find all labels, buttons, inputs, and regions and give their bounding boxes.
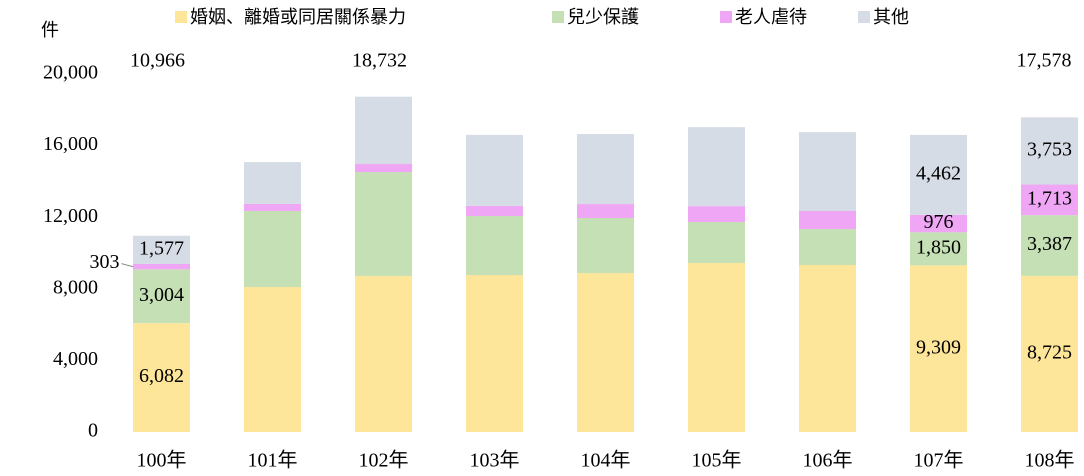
bar-segment bbox=[466, 275, 523, 432]
data-label: 8,725 bbox=[1027, 342, 1072, 364]
legend-swatch bbox=[552, 11, 564, 23]
legend-swatch bbox=[858, 11, 870, 23]
y-tick-label: 12,000 bbox=[43, 205, 98, 227]
legend-label: 其他 bbox=[873, 7, 909, 28]
bar-segment bbox=[133, 323, 190, 432]
bar-segment bbox=[355, 275, 412, 432]
bar-segment bbox=[910, 214, 967, 233]
bar-segment bbox=[466, 134, 523, 206]
bar-segment bbox=[910, 232, 967, 266]
bar-segment bbox=[910, 265, 967, 432]
x-tick-label: 105年 bbox=[692, 449, 742, 472]
x-tick-label: 108年 bbox=[1025, 449, 1075, 472]
data-label: 3,004 bbox=[139, 284, 184, 306]
y-tick-label: 0 bbox=[88, 420, 98, 442]
bar-segment bbox=[1021, 117, 1078, 185]
total-label: 18,732 bbox=[352, 50, 407, 72]
bar-segment bbox=[577, 134, 634, 205]
y-tick-label: 8,000 bbox=[53, 276, 98, 298]
data-label: 976 bbox=[924, 211, 954, 233]
bar-segment bbox=[799, 264, 856, 432]
data-label: 6,082 bbox=[139, 365, 184, 387]
bar-segment bbox=[466, 215, 523, 276]
y-tick-label: 16,000 bbox=[43, 133, 98, 155]
bar-segment bbox=[688, 206, 745, 223]
data-label: 1,713 bbox=[1027, 187, 1072, 209]
bar-segment bbox=[355, 164, 412, 173]
bar-segment bbox=[133, 235, 190, 264]
bar-segment bbox=[133, 269, 190, 324]
data-label: 1,577 bbox=[139, 237, 184, 259]
bar-segment bbox=[910, 134, 967, 215]
bar-segment bbox=[133, 263, 190, 270]
y-axis-unit: 件 bbox=[41, 20, 59, 41]
leader-line bbox=[121, 263, 134, 268]
bar-segment bbox=[1021, 184, 1078, 216]
data-label: 1,850 bbox=[916, 236, 961, 258]
bar-segment bbox=[355, 172, 412, 276]
data-label: 3,387 bbox=[1027, 233, 1072, 255]
bar-segment bbox=[355, 96, 412, 165]
bar-segment bbox=[244, 210, 301, 288]
y-tick-label: 4,000 bbox=[53, 348, 98, 370]
total-label: 10,966 bbox=[130, 50, 185, 72]
legend-label: 老人虐待 bbox=[735, 7, 807, 28]
legend-swatch bbox=[720, 11, 732, 23]
bar-segment bbox=[244, 287, 301, 432]
bar-segment bbox=[244, 162, 301, 204]
bar-segment bbox=[577, 204, 634, 219]
bar-segment bbox=[799, 132, 856, 212]
x-tick-label: 104年 bbox=[581, 449, 631, 472]
bar-segment bbox=[577, 218, 634, 274]
x-tick-label: 100年 bbox=[137, 449, 187, 472]
legend-swatch bbox=[175, 11, 187, 23]
legend-label: 兒少保護 bbox=[567, 7, 639, 28]
x-tick-label: 107年 bbox=[914, 449, 964, 472]
x-tick-label: 101年 bbox=[248, 449, 298, 472]
bar-segment bbox=[688, 263, 745, 432]
data-label: 4,462 bbox=[916, 162, 961, 184]
bar-segment bbox=[466, 205, 523, 216]
bar-segment bbox=[577, 273, 634, 432]
x-tick-label: 106年 bbox=[803, 449, 853, 472]
total-label: 17,578 bbox=[1017, 50, 1072, 72]
bar-segment bbox=[1021, 215, 1078, 276]
y-tick-label: 20,000 bbox=[43, 62, 98, 84]
x-tick-label: 102年 bbox=[359, 449, 409, 472]
bar-segment bbox=[688, 222, 745, 264]
data-label: 303 bbox=[90, 251, 120, 273]
bar-segment bbox=[799, 229, 856, 265]
data-label: 3,753 bbox=[1027, 139, 1072, 161]
data-label: 9,309 bbox=[916, 336, 961, 358]
x-tick-label: 103年 bbox=[470, 449, 520, 472]
bar-segment bbox=[1021, 275, 1078, 432]
legend-label: 婚姻、離婚或同居關係暴力 bbox=[190, 7, 406, 28]
bar-segment bbox=[799, 211, 856, 230]
bar-segment bbox=[688, 127, 745, 207]
bar-segment bbox=[244, 203, 301, 211]
